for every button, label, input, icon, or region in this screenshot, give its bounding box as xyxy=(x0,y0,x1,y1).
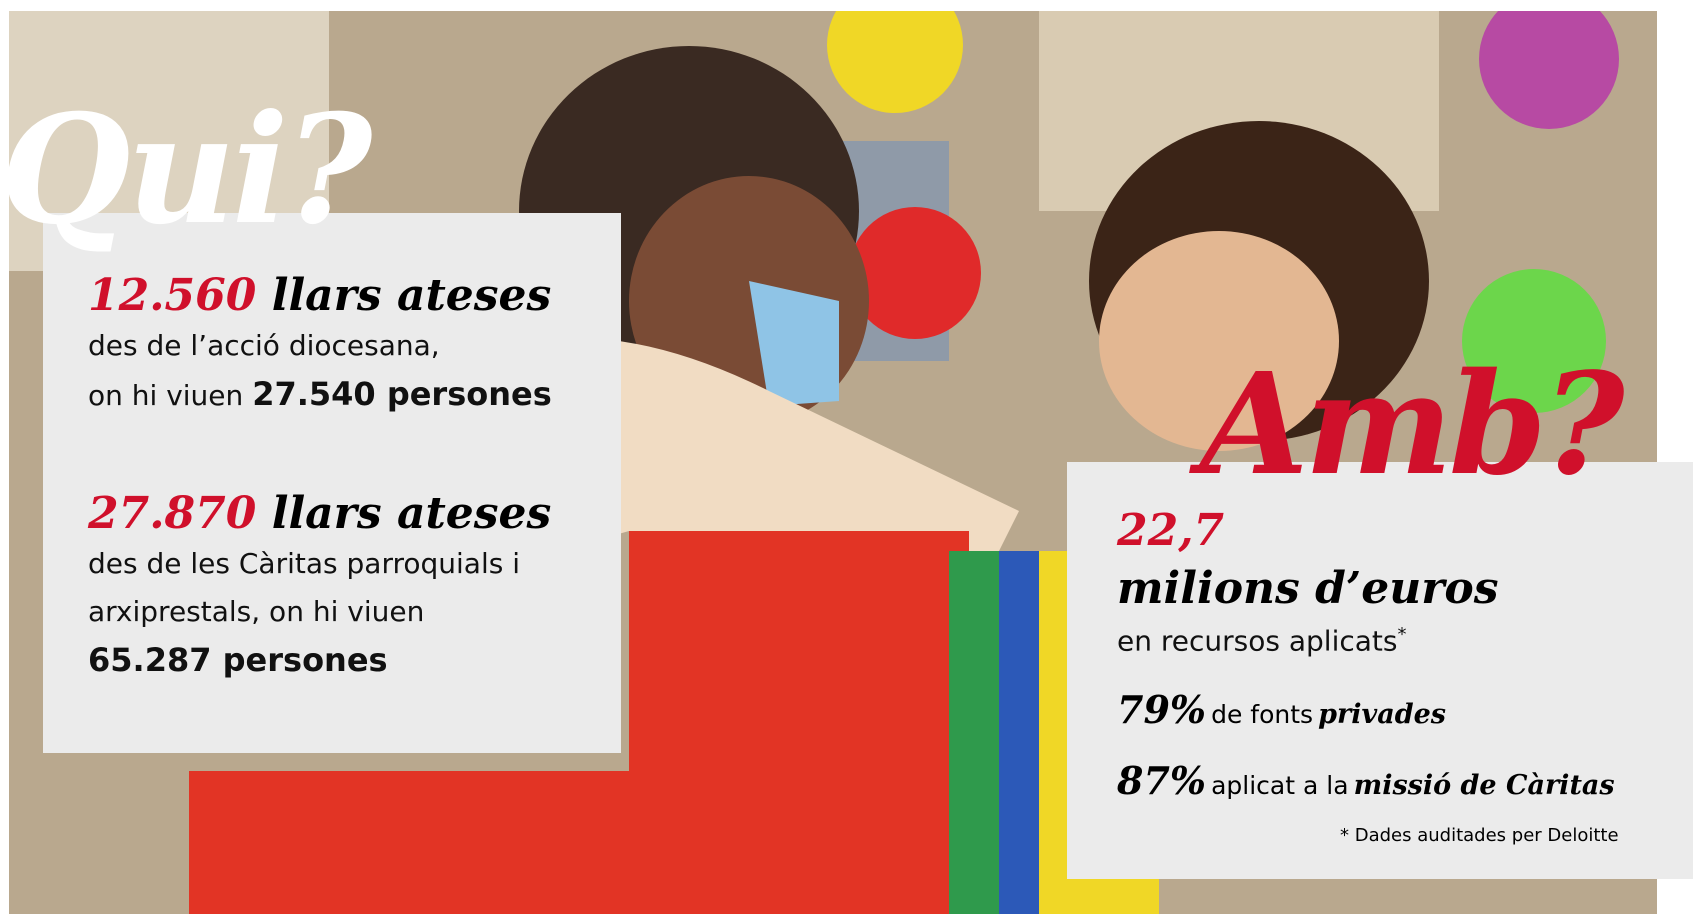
unit: milions d’euros xyxy=(1117,563,1615,615)
people: 65.287 persones xyxy=(88,636,551,684)
block: 27.870 llars ateses des de les Càritas p… xyxy=(88,488,551,684)
red-circle xyxy=(849,207,981,339)
footnote: * Dades auditades per Deloitte xyxy=(1340,825,1610,846)
heading: Amb? xyxy=(1200,340,1621,510)
title: llars ateses xyxy=(272,270,552,321)
text: on hi viuen xyxy=(88,379,243,412)
stat-text: aplicat a la xyxy=(1211,771,1348,800)
stat-value: 79% xyxy=(1117,687,1206,732)
asterisk: * xyxy=(1397,624,1406,645)
red-cushion xyxy=(189,771,649,914)
number: 12.560 xyxy=(88,270,256,321)
stat-emphasis: privades xyxy=(1318,699,1446,730)
stat-value: 87% xyxy=(1117,758,1206,803)
text-line: des de les Càritas parroquials i xyxy=(88,540,551,588)
title: llars ateses xyxy=(272,488,552,539)
people: 27.540 persones xyxy=(252,375,552,413)
block: 22,7 milions d’euros en recursos aplicat… xyxy=(1117,505,1615,803)
block: 12.560 llars ateses des de l’acció dioce… xyxy=(88,270,552,420)
text-line: arxiprestals, on hi viuen xyxy=(88,588,551,636)
text: en recursos aplicats xyxy=(1117,624,1397,657)
heading: Qui? xyxy=(0,70,369,270)
page: Qui? 12.560 llars ateses des de l’acció … xyxy=(0,0,1698,914)
red-cushion xyxy=(629,531,969,914)
stat-emphasis: missió de Càritas xyxy=(1354,770,1615,801)
amount: 22,7 xyxy=(1117,505,1615,557)
stat-text: de fonts xyxy=(1211,700,1313,729)
number: 27.870 xyxy=(88,488,256,539)
text-line: des de l’acció diocesana, xyxy=(88,322,552,370)
